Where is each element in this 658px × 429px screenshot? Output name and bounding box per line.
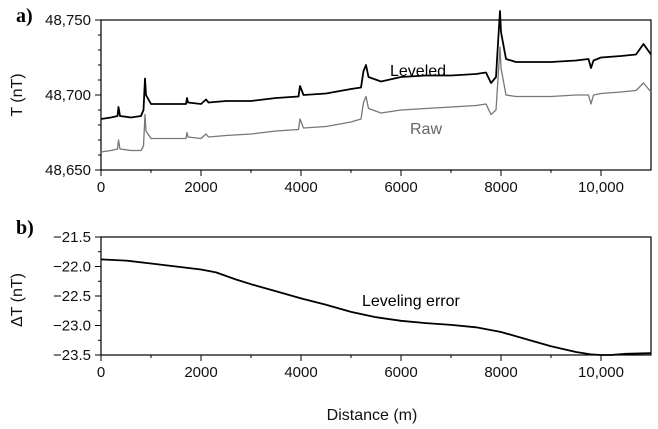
x-axis-label: Distance (m) [327, 407, 418, 424]
x-tick-label: 2000 [184, 179, 217, 196]
panel-label: b) [16, 217, 34, 239]
y-axis-label: ΔT (nT) [9, 273, 26, 327]
series-annotation: Leveled [390, 63, 446, 80]
x-tick-label: 0 [97, 179, 105, 196]
y-tick-label: −23.5 [53, 347, 91, 364]
panel-a: 0 2000 4000 6000 8000 10,000 48,650 48,700 48,75… [9, 5, 652, 196]
x-tick-label: 4000 [284, 364, 317, 381]
series-annotation: Leveling error [362, 293, 461, 310]
x-tick-label: 8000 [484, 179, 517, 196]
series-line-0 [100, 10, 652, 120]
y-tick-label: −23.0 [53, 318, 91, 335]
y-tick-label: 48,650 [45, 162, 91, 179]
y-tick-label: −22.5 [53, 288, 91, 305]
x-tick-label: 6000 [384, 364, 417, 381]
series-annotation: Raw [410, 121, 442, 138]
y-tick-label: −21.5 [53, 229, 91, 246]
y-axis-label: T (nT) [9, 73, 26, 116]
x-tick-label: 0 [97, 364, 105, 381]
panel-b: 0 2000 4000 6000 8000 10,000 −21.5 −22.0 −22.5 −2… [9, 217, 652, 424]
series-line-0 [100, 258, 652, 356]
x-tick-label: 10,000 [578, 364, 624, 381]
x-tick-label: 2000 [184, 364, 217, 381]
series-line-1 [100, 46, 652, 153]
x-tick-label: 10,000 [578, 179, 624, 196]
x-tick-label: 4000 [284, 179, 317, 196]
y-tick-label: 48,750 [45, 12, 91, 29]
x-tick-label: 6000 [384, 179, 417, 196]
panel-label: a) [16, 5, 33, 27]
y-tick-label: 48,700 [45, 87, 91, 104]
y-tick-label: −22.0 [53, 259, 91, 276]
x-tick-label: 8000 [484, 364, 517, 381]
